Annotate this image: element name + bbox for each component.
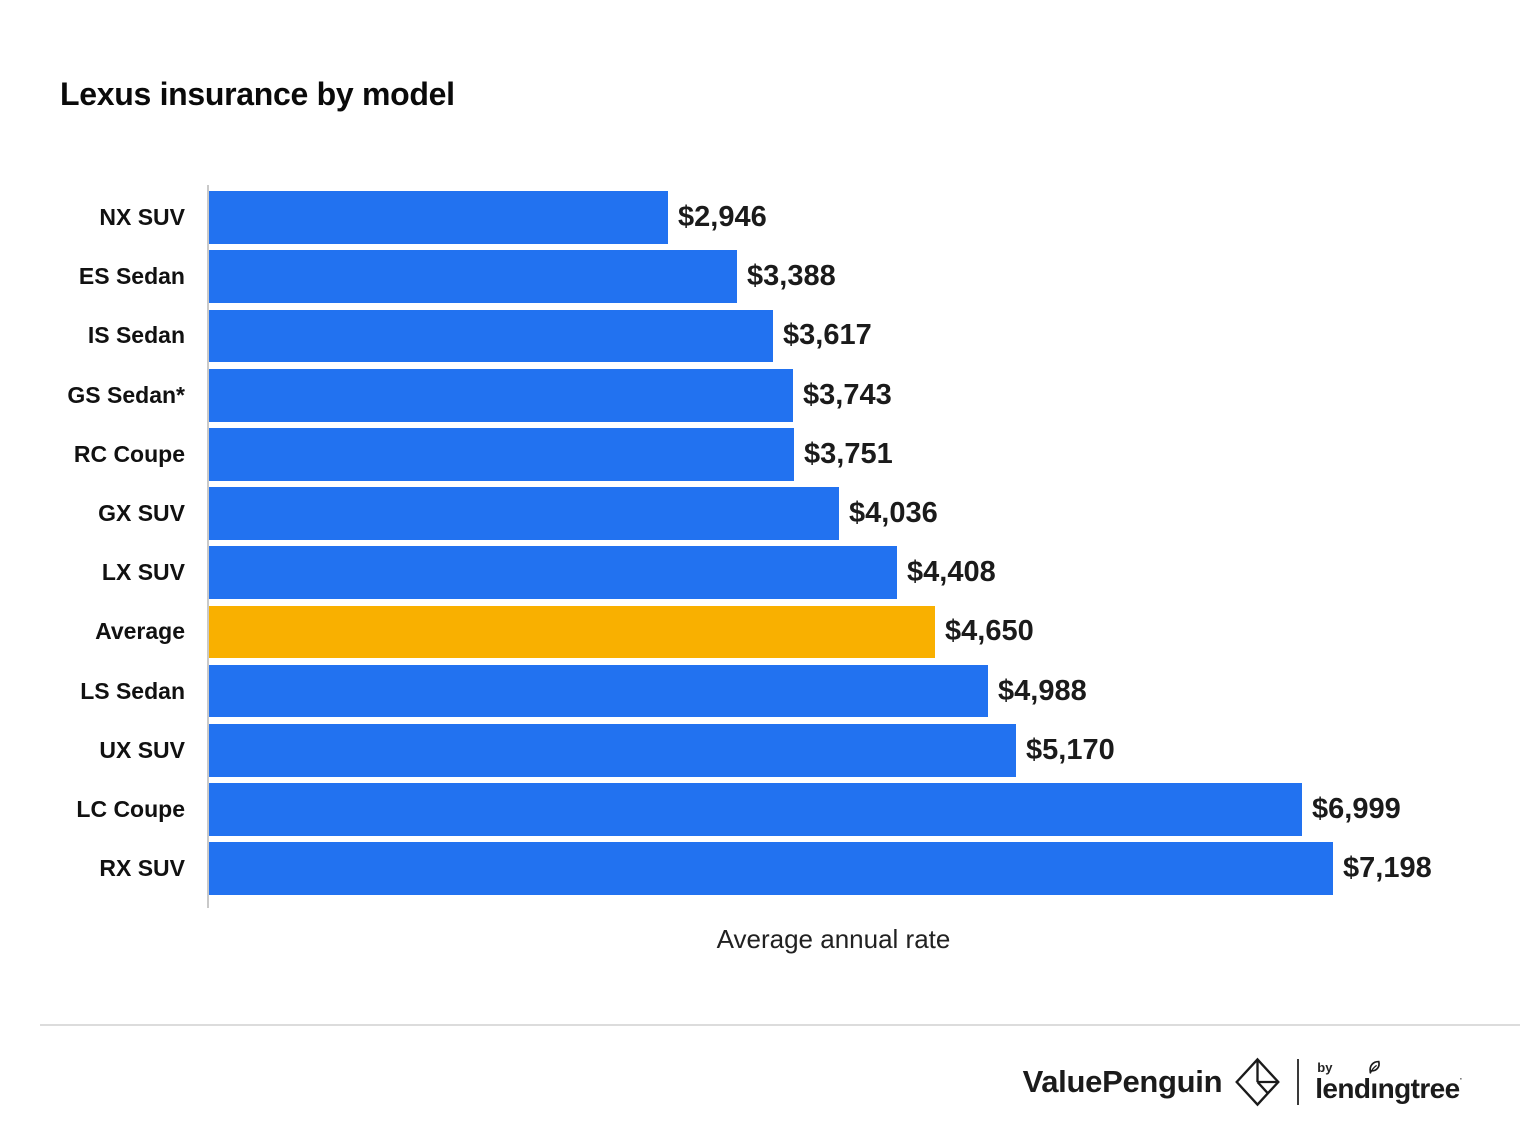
value-label: $4,036 [849, 497, 938, 530]
value-label: $3,743 [803, 378, 892, 411]
bar-track: $4,036 [207, 484, 1460, 543]
value-label: $2,946 [678, 201, 767, 234]
footer-logos: ValuePenguin by lend ıngtree· [1022, 1054, 1463, 1110]
lendingtree-wordmark: lend ıngtree· [1315, 1060, 1463, 1103]
category-label: RX SUV [99, 855, 185, 882]
valuepenguin-wordmark: ValuePenguin [1022, 1064, 1223, 1099]
bar-row: NX SUV $2,946 [60, 188, 1460, 247]
category-label: UX SUV [99, 736, 185, 763]
category-label: LC Coupe [76, 795, 185, 822]
category-label: GX SUV [98, 500, 185, 527]
leaf-icon [1369, 1060, 1381, 1074]
lendingtree-logo: by lend ıngtree· [1315, 1060, 1463, 1103]
bar [207, 842, 1333, 896]
bar-row: UX SUV $5,170 [60, 721, 1460, 780]
bar [207, 783, 1302, 836]
trademark-mark: · [1459, 1074, 1463, 1084]
value-label: $4,408 [907, 556, 996, 589]
bar-track: $7,198 [207, 839, 1460, 898]
bar-track: $4,988 [207, 662, 1460, 721]
value-label: $3,388 [747, 260, 836, 293]
y-axis-line [207, 185, 209, 908]
valuepenguin-logo-icon [1235, 1057, 1281, 1107]
bar-row: LC Coupe $6,999 [60, 780, 1460, 839]
category-label: NX SUV [99, 204, 185, 231]
value-label: $4,650 [945, 615, 1034, 648]
bar [207, 664, 988, 718]
category-label: LS Sedan [80, 677, 185, 704]
category-label: ES Sedan [78, 263, 185, 290]
bar-track: $3,617 [207, 306, 1460, 365]
bar-row: Average $4,650 [60, 602, 1460, 661]
bar-row: RC Coupe $3,751 [60, 425, 1460, 484]
value-label: $3,751 [804, 437, 893, 470]
bar-track: $3,388 [207, 247, 1460, 306]
footer-divider-line [40, 1024, 1520, 1026]
bar-track: $2,946 [207, 188, 1460, 247]
lendingtree-by-label: by [1317, 1060, 1333, 1075]
bar-row: RX SUV $7,198 [60, 839, 1460, 898]
bar [207, 309, 773, 363]
x-axis-label: Average annual rate [716, 924, 951, 955]
bar-row: LS Sedan $4,988 [60, 662, 1460, 721]
bar-row: GS Sedan* $3,743 [60, 366, 1460, 425]
value-label: $5,170 [1026, 733, 1115, 766]
bar-track: $3,743 [207, 366, 1460, 425]
bar-chart-rows: NX SUV $2,946 ES Sedan $3,388 IS Sedan $… [60, 185, 1460, 908]
bar-track: $5,170 [207, 721, 1460, 780]
bar [207, 191, 668, 244]
bar-track: $6,999 [207, 780, 1460, 839]
chart-title: Lexus insurance by model [60, 76, 455, 112]
category-label: LX SUV [101, 559, 185, 586]
bar [207, 723, 1016, 777]
category-label: Average [95, 618, 185, 645]
bar-row: GX SUV $4,036 [60, 484, 1460, 543]
bar [207, 427, 794, 481]
category-label: IS Sedan [87, 322, 185, 349]
value-label: $6,999 [1312, 792, 1401, 825]
bar-track: $3,751 [207, 425, 1460, 484]
bar-track: $4,408 [207, 543, 1460, 602]
bar [207, 487, 839, 540]
logo-separator [1297, 1059, 1300, 1105]
category-label: RC Coupe [73, 440, 185, 467]
bar-row: LX SUV $4,408 [60, 543, 1460, 602]
bar-row: IS Sedan $3,617 [60, 306, 1460, 365]
bar-chart: NX SUV $2,946 ES Sedan $3,388 IS Sedan $… [60, 185, 1460, 955]
bar-track: $4,650 [207, 602, 1460, 661]
bar [207, 368, 793, 422]
bar [207, 605, 935, 659]
value-label: $7,198 [1343, 852, 1432, 885]
value-label: $3,617 [783, 319, 872, 352]
bar [207, 250, 737, 304]
bar [207, 546, 897, 600]
value-label: $4,988 [998, 674, 1087, 707]
category-label: GS Sedan* [67, 381, 185, 408]
bar-row: ES Sedan $3,388 [60, 247, 1460, 306]
